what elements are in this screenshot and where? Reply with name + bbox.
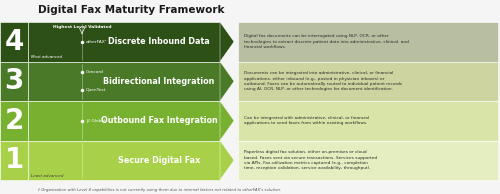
Text: OpenText: OpenText xyxy=(86,88,106,92)
Polygon shape xyxy=(220,22,234,61)
Text: Bidirectional Integration: Bidirectional Integration xyxy=(104,77,214,86)
Text: Digital Fax Maturity Framework: Digital Fax Maturity Framework xyxy=(38,5,224,15)
Bar xyxy=(238,61,498,101)
Bar xyxy=(238,140,498,180)
Text: Outbound Fax Integration: Outbound Fax Integration xyxy=(100,116,218,125)
Bar xyxy=(28,61,220,101)
Polygon shape xyxy=(220,140,234,180)
Polygon shape xyxy=(220,61,234,101)
Text: Can be integrated with administrative, clinical, or financial
applications to se: Can be integrated with administrative, c… xyxy=(244,116,369,126)
Bar xyxy=(238,22,498,61)
Bar xyxy=(238,101,498,140)
Text: 2: 2 xyxy=(4,107,24,135)
Text: otherFAX¹: otherFAX¹ xyxy=(86,40,108,44)
Text: Most advanced: Most advanced xyxy=(31,55,62,60)
Text: Digital fax documents can be interrogated using NLP, OCR, or other
technologies : Digital fax documents can be interrogate… xyxy=(244,34,409,49)
Text: Least advanced: Least advanced xyxy=(31,174,64,178)
Text: Highest Level Validated: Highest Level Validated xyxy=(53,25,111,29)
Text: 1: 1 xyxy=(4,146,24,174)
Bar xyxy=(28,140,220,180)
Text: Documents can be integrated into administrative, clinical, or financial
applicat: Documents can be integrated into adminis… xyxy=(244,71,402,91)
Bar xyxy=(0,101,28,140)
Bar xyxy=(0,22,28,61)
Text: Secure Digital Fax: Secure Digital Fax xyxy=(118,156,200,165)
Text: 3: 3 xyxy=(4,67,24,95)
Text: Paperless digital fax solution, either on-premises or cloud
based. Faxes sent vi: Paperless digital fax solution, either o… xyxy=(244,150,377,170)
Text: Discrete Inbound Data: Discrete Inbound Data xyxy=(108,37,210,46)
Bar xyxy=(0,61,28,101)
Text: Concord: Concord xyxy=(86,70,104,74)
Polygon shape xyxy=(220,101,234,140)
Text: 4: 4 xyxy=(4,28,24,56)
Bar xyxy=(28,22,220,61)
Text: J2 Global: J2 Global xyxy=(86,119,105,123)
Bar xyxy=(28,101,220,140)
Bar xyxy=(0,140,28,180)
Text: † Organization with Level 4 capabilities is not currently using them due to inte: † Organization with Level 4 capabilities… xyxy=(38,188,281,192)
